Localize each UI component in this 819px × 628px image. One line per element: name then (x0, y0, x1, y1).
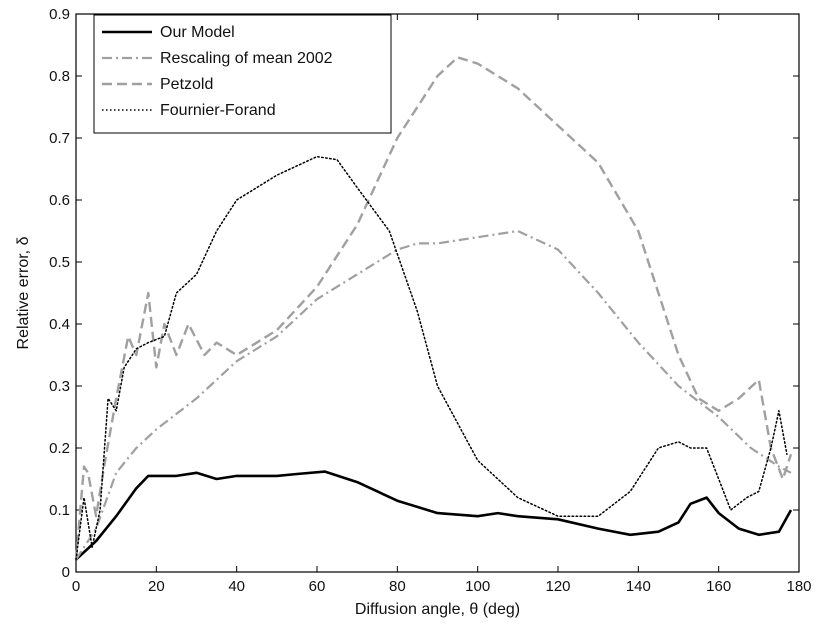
x-tick-label: 60 (309, 578, 326, 595)
y-tick-label: 0.6 (49, 192, 70, 209)
y-axis-title: Relative error, δ (15, 236, 32, 349)
y-tick-label: 0.1 (49, 502, 70, 519)
x-tick-label: 0 (72, 578, 80, 595)
x-tick-label: 120 (545, 578, 570, 595)
y-tick-label: 0 (62, 564, 70, 581)
y-tick-label: 0.8 (49, 68, 70, 85)
x-tick-label: 80 (389, 578, 406, 595)
legend-label-2: Rescaling of mean 2002 (160, 50, 333, 67)
y-tick-label: 0.3 (49, 378, 70, 395)
y-tick-label: 0.4 (49, 316, 70, 333)
x-tick-label: 100 (465, 578, 490, 595)
series-line-1 (75, 470, 793, 561)
x-tick-label: 140 (626, 578, 651, 595)
y-tick-label: 0.9 (49, 6, 70, 23)
legend-label-3: Petzold (160, 76, 213, 93)
x-axis-title: Diffusion angle, θ (deg) (355, 601, 520, 618)
x-tick-label: 160 (706, 578, 731, 595)
series-lines (74, 56, 793, 561)
y-tick-label: 0.7 (49, 130, 70, 147)
y-tick-label: 0.5 (49, 254, 70, 271)
series-line-2 (75, 229, 792, 561)
legend-label-4: Fournier-Forand (160, 102, 276, 119)
legend: Our Model Rescaling of mean 2002 Petzold Fo… (93, 14, 392, 134)
x-tick-label: 180 (786, 578, 811, 595)
legend-label-1: Our Model (160, 24, 235, 41)
x-tick-label: 20 (148, 578, 165, 595)
legend-box (93, 14, 392, 134)
series-line-3 (74, 56, 793, 560)
y-tick-label: 0.2 (49, 440, 70, 457)
axis-ticks: 0 20 40 60 80 100 120 140 160 180 0 0.1 0.2 0.3 0.4 0.5… (49, 6, 811, 595)
series-line-4 (75, 155, 788, 561)
x-tick-label: 40 (228, 578, 245, 595)
